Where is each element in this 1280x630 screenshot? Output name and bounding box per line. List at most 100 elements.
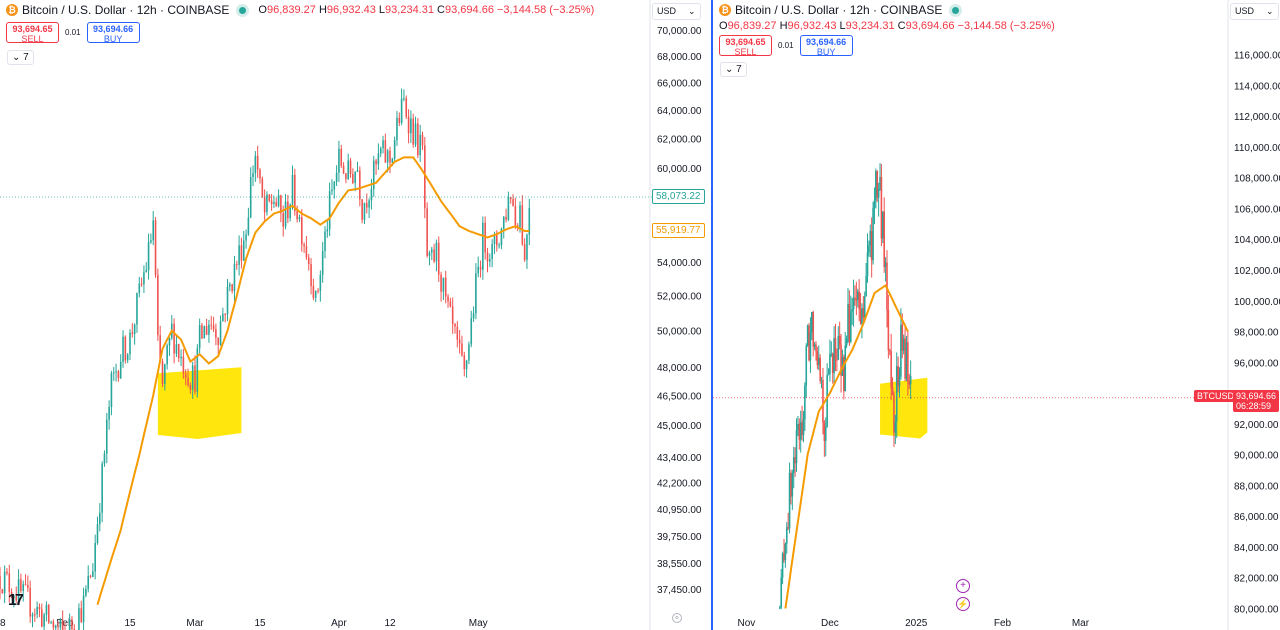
candle-body: [827, 373, 830, 375]
candle-body: [873, 200, 876, 208]
candle-body: [277, 195, 280, 207]
candle-body: [826, 374, 828, 427]
candle-body: [122, 336, 124, 362]
candle-body: [1, 589, 4, 594]
symbol-title[interactable]: Bitcoin / U.S. Dollar · 12h · COINBASE: [22, 3, 230, 17]
candle-body: [136, 292, 138, 325]
candle-body: [428, 252, 431, 256]
sell-label: SELL: [734, 47, 757, 57]
market-open-icon: [239, 6, 247, 14]
candle-body: [787, 527, 789, 529]
y-tick-label: 46,500.00: [657, 392, 702, 403]
candle-body: [824, 426, 827, 441]
candle-body: [505, 216, 507, 220]
low-value: 93,234.31: [385, 4, 434, 16]
candle-body: [893, 395, 895, 433]
y-tick-label: 98,000.00: [1234, 328, 1279, 339]
candle-body: [528, 207, 531, 235]
close-value: 93,694.66: [445, 4, 494, 16]
candle-body: [495, 235, 498, 246]
candle-body: [252, 173, 254, 178]
chart-canvas-left[interactable]: 70,000.00 68,000.00 66,000.00 64,000.00 62,0…: [0, 0, 710, 630]
tradingview-logo: 17: [8, 592, 24, 609]
y-tick-label: 64,000.00: [657, 106, 702, 117]
candle-body: [50, 621, 52, 623]
indicators-count: 7: [23, 52, 29, 63]
candle-body: [375, 160, 377, 165]
lightning-icon[interactable]: ⚡: [956, 597, 970, 611]
candle-body: [59, 619, 62, 628]
candle-body: [820, 380, 823, 382]
candle-body: [57, 625, 59, 628]
candle-body: [129, 332, 131, 355]
settings-icon[interactable]: ◦: [672, 613, 682, 624]
candle-body: [384, 140, 387, 163]
candle-body: [280, 195, 282, 214]
candle-body: [224, 313, 226, 315]
buy-button[interactable]: 93,694.66 BUY: [799, 35, 853, 57]
indicators-toggle[interactable]: ⌄ 7: [7, 50, 34, 65]
ohlc-values: O96,839.27 H96,932.43 L93,234.31 C93,694…: [258, 4, 595, 16]
candle-body: [333, 181, 336, 190]
candle-body: [15, 596, 18, 601]
candle-body: [242, 240, 245, 261]
candle-body: [809, 332, 812, 361]
candle-body: [791, 472, 794, 497]
candle-body: [328, 191, 331, 230]
sell-button[interactable]: 93,694.65 SELL: [6, 22, 59, 44]
currency-selector[interactable]: USD ⌄: [652, 3, 701, 20]
candle-body: [314, 290, 317, 298]
sell-button[interactable]: 93,694.65 SELL: [719, 35, 772, 57]
candle-body: [101, 463, 103, 513]
candle-body: [13, 596, 15, 598]
candle-body: [268, 194, 271, 201]
indicators-toggle[interactable]: ⌄ 7: [720, 62, 747, 77]
y-tick-label: 112,000.00: [1234, 112, 1280, 123]
candle-body: [898, 376, 901, 387]
candle-body: [785, 527, 788, 544]
chart-pane-right[interactable]: 116,000.00 114,000.00 112,000.00 110,000.00…: [711, 0, 1280, 630]
candle-body: [124, 336, 127, 361]
candle-body: [338, 148, 340, 173]
candle-body: [166, 345, 168, 365]
candle-body: [442, 277, 445, 292]
candle-body: [180, 356, 182, 359]
candle-body: [71, 619, 73, 630]
open-value: 96,839.27: [727, 20, 777, 32]
symbol-title[interactable]: Bitcoin / U.S. Dollar · 12h · COINBASE: [735, 3, 943, 17]
chart-pane-left[interactable]: 70,000.00 68,000.00 66,000.00 64,000.00 62,0…: [0, 0, 710, 630]
chevron-down-icon: ⌄: [1266, 6, 1274, 16]
buy-button[interactable]: 93,694.66 BUY: [86, 22, 140, 44]
candle-body: [851, 309, 853, 312]
change-value: −3,144.58 (−3.25%): [497, 4, 595, 16]
currency-selector[interactable]: USD ⌄: [1230, 3, 1279, 20]
candle-body: [410, 118, 412, 134]
y-tick-label: 90,000.00: [1234, 451, 1279, 462]
candle-body: [521, 205, 524, 245]
candle-body: [509, 197, 512, 200]
candle-body: [235, 264, 238, 266]
candle-body: [54, 625, 57, 628]
candle-body: [96, 524, 99, 544]
trade-buttons: 93,694.65 SELL 0.01 93,694.66 BUY: [719, 35, 853, 57]
plus-icon[interactable]: +: [956, 579, 970, 593]
low-value: 93,234.31: [845, 20, 895, 32]
candle-body: [792, 457, 795, 473]
y-tick-label: 54,000.00: [657, 258, 702, 269]
y-tick-label: 114,000.00: [1234, 81, 1280, 92]
bitcoin-icon: ₿: [719, 4, 731, 16]
candle-body: [240, 245, 243, 261]
candle-body: [894, 421, 897, 433]
y-tick-label: 110,000.00: [1234, 143, 1280, 154]
candle-body: [908, 381, 911, 385]
candle-body: [798, 423, 801, 440]
bitcoin-icon: ₿: [6, 4, 18, 16]
chart-canvas-right[interactable]: 116,000.00 114,000.00 112,000.00 110,000.00…: [713, 0, 1280, 630]
buy-label: BUY: [103, 34, 123, 44]
candle-body: [303, 244, 305, 247]
candle-body: [854, 297, 856, 299]
price-tag-value: 93,694.66: [1236, 390, 1277, 401]
candle-body: [398, 117, 401, 123]
candle-body: [840, 344, 842, 376]
candle-body: [324, 231, 326, 252]
